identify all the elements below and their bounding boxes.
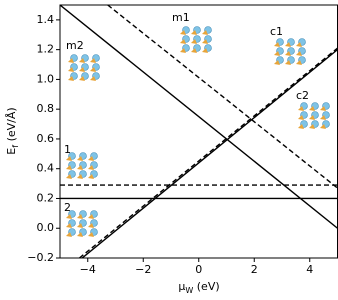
atom-icon xyxy=(68,76,74,81)
atom-icon xyxy=(77,156,83,161)
atom-icon xyxy=(202,30,208,35)
atom-icon xyxy=(77,232,83,237)
atom-icon xyxy=(77,214,83,219)
x-label-main: μ xyxy=(178,280,185,293)
atom-icon xyxy=(66,156,72,161)
atom-icon xyxy=(274,51,280,56)
y-tick-label: 0.8 xyxy=(37,102,55,115)
atom-icon xyxy=(88,223,94,228)
annotation: m1 xyxy=(172,11,190,24)
atom-icon xyxy=(320,106,326,111)
series-line xyxy=(60,5,338,229)
atom-icon xyxy=(285,60,291,65)
y-axis-label: Ef (eV/Å) xyxy=(5,107,20,154)
x-tick-label: −2 xyxy=(135,263,151,276)
atom-icon xyxy=(298,115,304,120)
atom-icon xyxy=(191,48,197,53)
annotation: 1 xyxy=(64,143,71,156)
atom-icon xyxy=(202,39,208,44)
atom-icon xyxy=(309,106,315,111)
y-tick-label: 1.2 xyxy=(37,43,55,56)
annotation: c2 xyxy=(296,89,309,102)
atom-icon xyxy=(180,39,186,44)
atom-icon xyxy=(320,124,326,129)
atom-icon xyxy=(88,232,94,237)
atom-icon xyxy=(180,30,186,35)
y-tick-label: 0.2 xyxy=(37,191,55,204)
atom-icon xyxy=(298,124,304,129)
x-tick-label: −4 xyxy=(80,263,96,276)
atom-icon xyxy=(202,48,208,53)
x-tick-label: 2 xyxy=(251,263,258,276)
y-tick-label: 1.0 xyxy=(37,72,55,85)
y-label-sub: f xyxy=(11,145,20,148)
atom-icon xyxy=(66,214,72,219)
atom-icon xyxy=(79,67,85,72)
atom-icon xyxy=(309,115,315,120)
atom-icon xyxy=(298,106,304,111)
atom-icon xyxy=(68,67,74,72)
atom-icon xyxy=(296,60,302,65)
x-tick-label: 4 xyxy=(306,263,313,276)
atom-icon xyxy=(66,223,72,228)
atom-icon xyxy=(66,232,72,237)
series-line xyxy=(81,49,338,258)
atom-icon xyxy=(90,67,96,72)
y-label-unit: (eV/Å) xyxy=(5,107,18,145)
atom-icon xyxy=(285,51,291,56)
atom-icon xyxy=(309,124,315,129)
atom-icon xyxy=(90,76,96,81)
atom-icon xyxy=(90,58,96,63)
y-tick-label: 0.4 xyxy=(37,162,55,175)
atom-icon xyxy=(274,60,280,65)
annotation: c1 xyxy=(270,25,283,38)
annotation: m2 xyxy=(66,39,84,52)
y-tick-label: 0.6 xyxy=(37,132,55,145)
atom-icon xyxy=(320,115,326,120)
atom-icon xyxy=(88,165,94,170)
x-label-unit: (eV) xyxy=(193,280,219,293)
annotation: 2 xyxy=(64,201,71,214)
atom-icon xyxy=(77,165,83,170)
atom-icon xyxy=(296,51,302,56)
x-tick-label: 0 xyxy=(195,263,202,276)
atom-icon xyxy=(191,39,197,44)
atom-icon xyxy=(77,223,83,228)
atom-icon xyxy=(274,42,280,47)
atom-icon xyxy=(88,156,94,161)
y-tick-label: −0.2 xyxy=(27,251,54,264)
plot-frame xyxy=(59,4,338,259)
series-line xyxy=(107,5,338,189)
atom-icon xyxy=(88,214,94,219)
atom-icon xyxy=(296,42,302,47)
y-label-main: E xyxy=(5,148,18,155)
series-line xyxy=(78,47,338,258)
atom-icon xyxy=(79,76,85,81)
atom-icon xyxy=(88,174,94,179)
y-tick-label: 1.4 xyxy=(37,13,55,26)
atom-icon xyxy=(66,165,72,170)
y-tick-label: 0.0 xyxy=(37,221,55,234)
x-axis-label: μW (eV) xyxy=(178,280,219,295)
atom-icon xyxy=(285,42,291,47)
atom-icon xyxy=(68,58,74,63)
atom-icon xyxy=(66,174,72,179)
atom-icon xyxy=(180,48,186,53)
atom-icon xyxy=(79,58,85,63)
x-label-sub: W xyxy=(185,286,193,295)
atom-icon xyxy=(77,174,83,179)
atom-icon xyxy=(191,30,197,35)
